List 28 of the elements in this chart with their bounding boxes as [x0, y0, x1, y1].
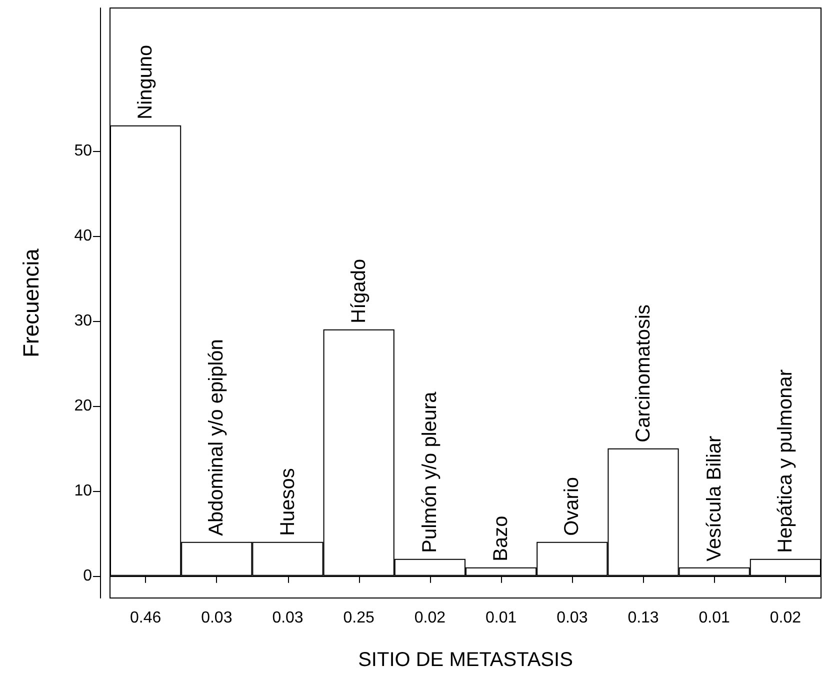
x-tick-label: 0.03	[201, 610, 232, 626]
x-tick-label: 0.03	[556, 610, 588, 626]
x-tick-label: 0.13	[628, 610, 659, 626]
data-label: Hígado	[348, 258, 370, 324]
data-label: Huesos	[276, 468, 299, 536]
data-label: Bazo	[490, 516, 512, 562]
x-tick-label: 0.46	[130, 610, 162, 626]
x-tick-label: 0.01	[698, 610, 730, 626]
x-tick-label: 0.03	[272, 610, 304, 626]
data-label: Carcinomatosis	[632, 304, 654, 442]
y-tick-label: 30	[74, 312, 92, 330]
data-label: Ovario	[561, 476, 584, 536]
x-axis-title: SITIO DE METASTASIS	[358, 649, 573, 671]
x-tick-label: 0.25	[343, 610, 375, 626]
data-label: Hepática y pulmonar	[774, 369, 796, 553]
y-tick-label: 0	[83, 567, 92, 584]
y-axis-title: Frecuencia	[18, 248, 44, 358]
y-tick-label: 20	[74, 397, 92, 414]
data-label: Pulmón y/o pleura	[418, 390, 441, 553]
x-tick-label: 0.01	[485, 610, 517, 626]
x-tick-label: 0.02	[414, 610, 446, 626]
y-tick-label: 40	[74, 227, 92, 244]
x-tick-label: 0.02	[770, 610, 802, 626]
data-label: Abdominal y/o epiplón	[206, 339, 228, 536]
y-tick-label: 10	[74, 482, 92, 500]
data-label: Ninguno	[134, 44, 157, 120]
y-tick-label: 50	[74, 142, 92, 160]
data-label: Vesícula Biliar	[703, 435, 726, 562]
